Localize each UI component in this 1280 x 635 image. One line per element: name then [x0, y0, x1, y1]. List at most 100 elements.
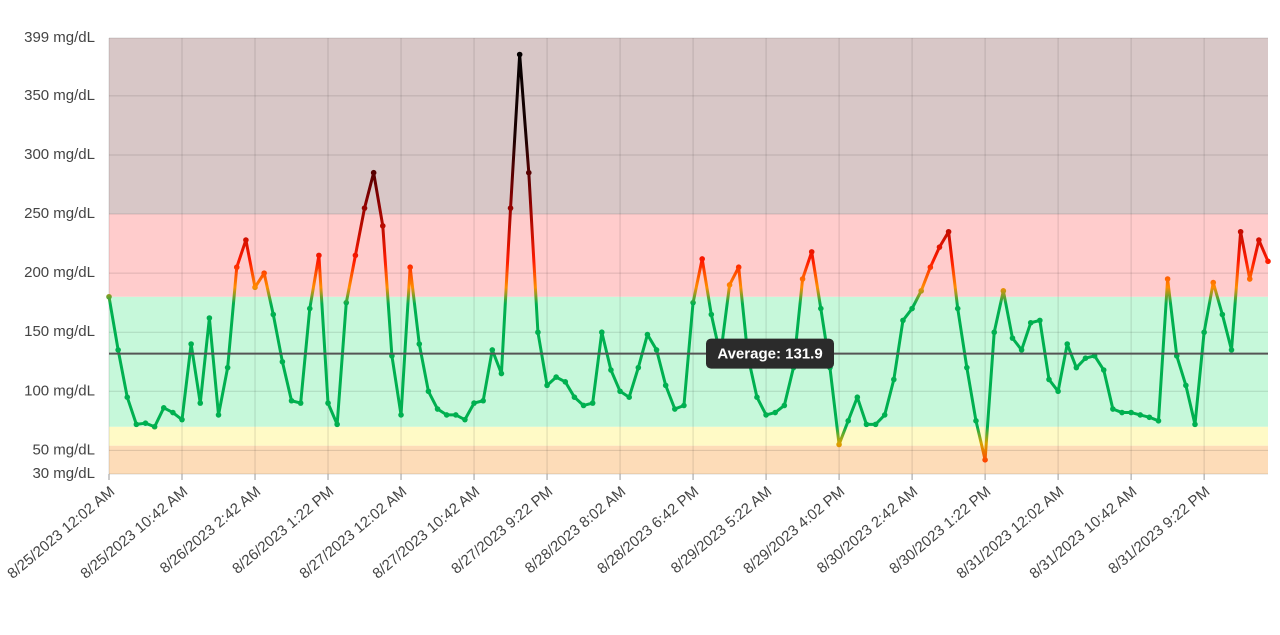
data-point	[964, 364, 970, 371]
data-point	[690, 299, 696, 306]
data-point	[1146, 414, 1153, 421]
data-point	[398, 412, 404, 418]
data-point	[334, 421, 340, 428]
data-point	[288, 397, 295, 404]
data-point	[973, 418, 979, 424]
data-point	[544, 382, 550, 389]
data-point	[535, 329, 541, 336]
data-point	[352, 252, 359, 259]
data-point	[644, 331, 651, 338]
data-point	[726, 282, 733, 288]
y-tick-label: 50 mg/dL	[32, 441, 95, 458]
data-point	[863, 421, 870, 428]
y-tick-label: 100 mg/dL	[24, 382, 95, 399]
data-point	[1000, 288, 1007, 294]
data-point	[443, 412, 450, 418]
data-point	[662, 382, 669, 389]
data-point	[124, 394, 131, 400]
data-point	[735, 264, 742, 271]
data-point	[325, 400, 331, 406]
data-point	[243, 237, 249, 243]
data-point	[589, 400, 596, 406]
data-point	[653, 347, 660, 353]
data-point	[580, 402, 587, 409]
data-point	[881, 412, 888, 418]
data-point	[1256, 237, 1262, 243]
data-point	[754, 394, 760, 400]
data-point	[891, 376, 897, 383]
data-point	[1128, 409, 1134, 416]
data-point	[489, 347, 496, 353]
average-badge	[706, 338, 834, 369]
data-point	[1219, 311, 1226, 318]
range-band	[109, 445, 1268, 474]
y-tick-label: 200 mg/dL	[24, 264, 95, 281]
data-point	[1265, 258, 1271, 265]
data-point	[1110, 406, 1116, 412]
data-point	[1137, 412, 1144, 418]
data-point	[498, 370, 505, 377]
data-point	[708, 311, 715, 318]
data-point	[1164, 276, 1171, 282]
data-point	[608, 367, 614, 373]
data-point	[142, 420, 149, 426]
data-point	[681, 402, 687, 409]
data-point	[270, 311, 277, 318]
data-point	[954, 305, 961, 312]
data-point	[151, 423, 158, 430]
average-label: Average: 131.9	[717, 346, 822, 363]
data-point	[1037, 317, 1043, 324]
data-point	[772, 409, 778, 416]
data-point	[1027, 319, 1034, 326]
data-point	[808, 249, 815, 255]
data-point	[133, 421, 140, 428]
data-point	[233, 264, 240, 271]
data-point	[316, 252, 322, 259]
range-band	[109, 426, 1268, 446]
data-point	[982, 457, 988, 463]
data-point	[434, 406, 441, 412]
data-point	[462, 416, 468, 423]
data-point	[1237, 228, 1244, 235]
data-point	[1018, 347, 1025, 353]
data-point	[106, 293, 112, 300]
data-point	[909, 305, 915, 312]
data-point	[525, 169, 532, 176]
data-point	[170, 409, 176, 416]
data-point	[516, 51, 523, 58]
data-point	[872, 421, 879, 428]
data-point	[1210, 279, 1217, 286]
data-point	[818, 305, 824, 312]
data-point	[1246, 276, 1253, 282]
data-point	[160, 405, 167, 411]
data-point	[297, 400, 304, 406]
data-point	[252, 284, 258, 291]
y-tick-label: 300 mg/dL	[24, 146, 95, 163]
data-point	[1192, 421, 1198, 428]
data-point	[763, 412, 769, 418]
data-point	[1228, 347, 1235, 353]
data-point	[635, 364, 642, 371]
data-point	[306, 305, 313, 312]
data-point	[206, 315, 213, 321]
data-point	[562, 379, 569, 385]
data-point	[918, 288, 925, 294]
data-point	[1009, 335, 1016, 341]
data-point	[343, 299, 350, 306]
data-point	[617, 388, 623, 395]
data-point	[845, 418, 852, 424]
data-point	[224, 364, 231, 371]
data-point	[781, 402, 788, 409]
data-point	[361, 205, 368, 211]
data-point	[452, 412, 459, 418]
data-point	[379, 223, 386, 229]
data-point	[1046, 376, 1052, 383]
data-point	[927, 264, 934, 271]
y-tick-label: 150 mg/dL	[24, 323, 95, 340]
data-point	[699, 256, 705, 262]
data-point	[1100, 367, 1107, 373]
data-point	[188, 341, 194, 347]
data-point	[1119, 409, 1125, 416]
